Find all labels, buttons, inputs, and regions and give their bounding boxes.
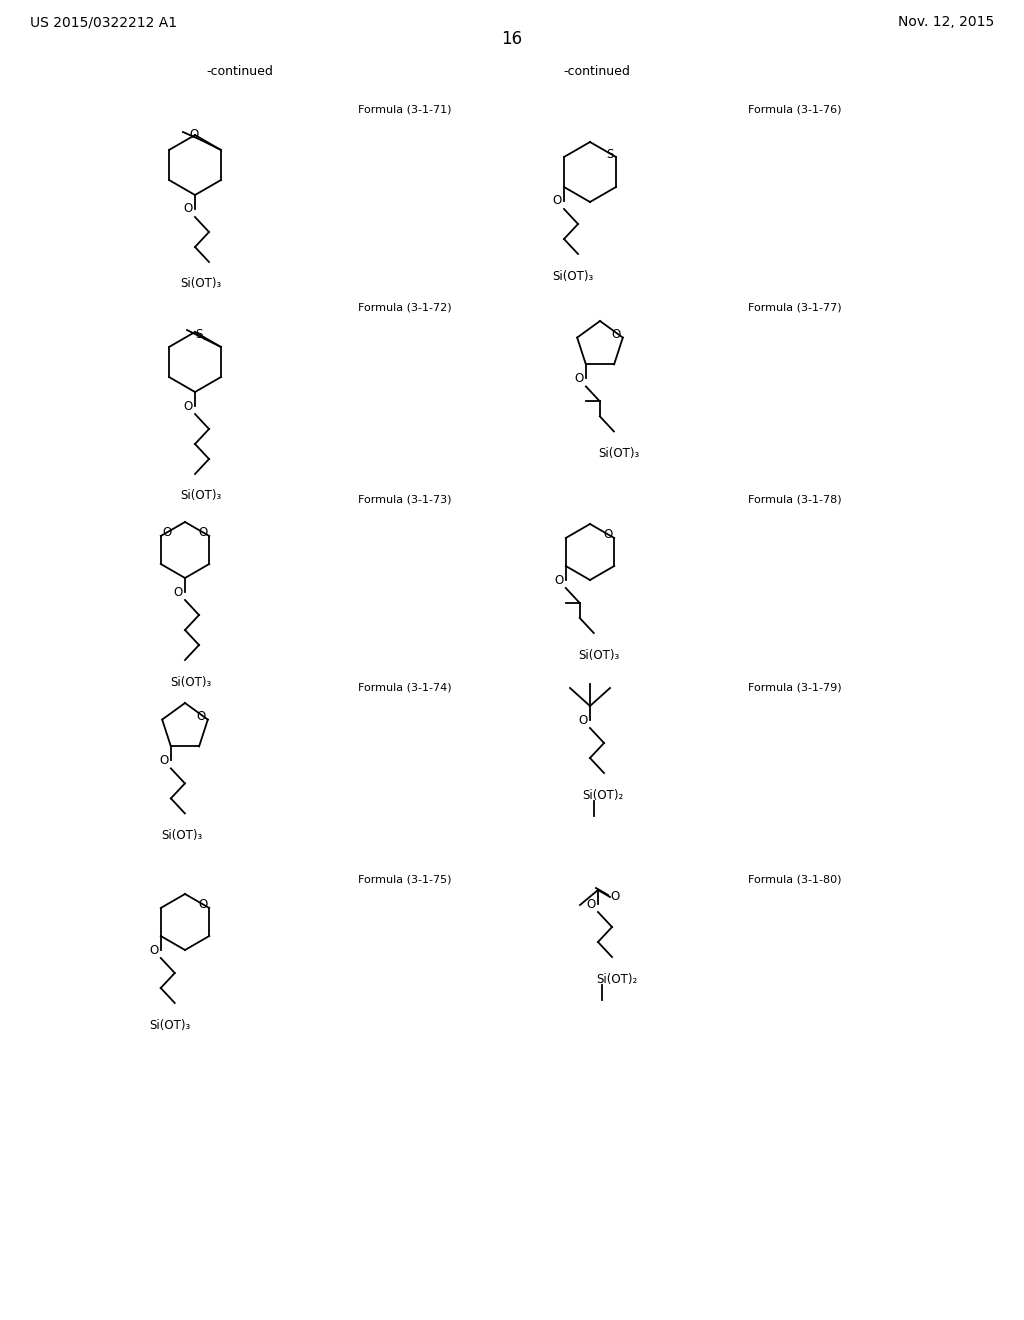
Text: -continued: -continued [563,65,631,78]
Text: S: S [606,148,614,161]
Text: Formula (3-1-77): Formula (3-1-77) [748,302,842,312]
Text: Formula (3-1-72): Formula (3-1-72) [358,302,452,312]
Text: Nov. 12, 2015: Nov. 12, 2015 [898,15,994,29]
Text: Si(OT)₃: Si(OT)₃ [598,447,639,461]
Text: O: O [603,528,612,541]
Text: O: O [611,329,621,341]
Text: Si(OT)₃: Si(OT)₃ [578,649,618,663]
Text: Formula (3-1-78): Formula (3-1-78) [748,494,842,504]
Text: Si(OT)₃: Si(OT)₃ [180,277,221,290]
Text: O: O [198,899,207,912]
Text: S: S [196,327,203,341]
Text: O: O [579,714,588,726]
Text: Si(OT)₂: Si(OT)₂ [582,789,624,803]
Text: Formula (3-1-79): Formula (3-1-79) [748,682,842,692]
Text: Formula (3-1-73): Formula (3-1-73) [358,494,452,504]
Text: O: O [183,400,193,412]
Text: Formula (3-1-75): Formula (3-1-75) [358,875,452,884]
Text: US 2015/0322212 A1: US 2015/0322212 A1 [30,15,177,29]
Text: Si(OT)₃: Si(OT)₃ [161,829,202,842]
Text: Formula (3-1-76): Formula (3-1-76) [748,106,842,115]
Text: Formula (3-1-80): Formula (3-1-80) [748,875,842,884]
Text: Formula (3-1-74): Formula (3-1-74) [358,682,452,692]
Text: Si(OT)₃: Si(OT)₃ [148,1019,190,1032]
Text: O: O [197,710,206,723]
Text: -continued: -continued [207,65,273,78]
Text: Formula (3-1-71): Formula (3-1-71) [358,106,452,115]
Text: O: O [574,372,584,385]
Text: Si(OT)₃: Si(OT)₃ [180,488,221,502]
Text: Si(OT)₃: Si(OT)₃ [552,271,593,282]
Text: O: O [198,527,207,540]
Text: O: O [555,573,564,586]
Text: O: O [189,128,199,141]
Text: O: O [150,944,159,957]
Text: O: O [183,202,193,215]
Text: O: O [174,586,183,598]
Text: Si(OT)₂: Si(OT)₂ [596,973,637,986]
Text: O: O [160,754,169,767]
Text: O: O [610,891,620,903]
Text: Si(OT)₃: Si(OT)₃ [170,676,211,689]
Text: O: O [163,527,172,540]
Text: O: O [587,898,596,911]
Text: O: O [553,194,562,207]
Text: 16: 16 [502,30,522,48]
